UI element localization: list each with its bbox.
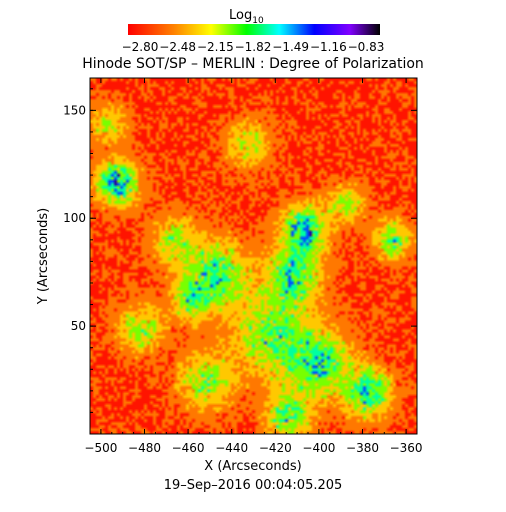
colorbar-tick-label: −2.15 [197, 40, 234, 54]
colorbar [128, 24, 380, 35]
x-tick-label: −480 [128, 441, 161, 455]
x-tick-label: −420 [259, 441, 292, 455]
x-tick-label: −440 [215, 441, 248, 455]
x-tick-label: −500 [84, 441, 117, 455]
colorbar-tick-label: −0.83 [348, 40, 385, 54]
x-tick-label: −460 [172, 441, 205, 455]
plot-title: Hinode SOT/SP – MERLIN : Degree of Polar… [82, 56, 424, 72]
colorbar-tick-label: −2.80 [122, 40, 159, 54]
y-axis-label: Y (Arcseconds) [36, 208, 51, 305]
x-tick-label: −360 [390, 441, 423, 455]
colorbar-tick-label: −1.16 [310, 40, 347, 54]
colorbar-tick-label: −1.82 [235, 40, 272, 54]
y-tick-label: 150 [63, 103, 86, 117]
y-tick-label: 50 [71, 319, 86, 333]
colorbar-label: Log10 [229, 8, 264, 26]
x-tick-label: −380 [346, 441, 379, 455]
y-axis: 50 100 150 [63, 88, 417, 413]
x-axis-label: X (Arcseconds) [204, 459, 301, 474]
x-tick-label: −400 [302, 441, 335, 455]
x-axis: −500 −480 −460 −440 −420 −400 −380 −360 [84, 78, 423, 455]
colorbar-tick-label: −1.49 [272, 40, 309, 54]
polarization-map [90, 78, 417, 434]
timestamp: 19–Sep–2016 00:04:05.205 [164, 478, 343, 493]
colorbar-tick-label: −2.48 [159, 40, 196, 54]
y-tick-label: 100 [63, 211, 86, 225]
colorbar-ticks: −2.80 −2.48 −2.15 −1.82 −1.49 −1.16 −0.83 [122, 40, 385, 54]
